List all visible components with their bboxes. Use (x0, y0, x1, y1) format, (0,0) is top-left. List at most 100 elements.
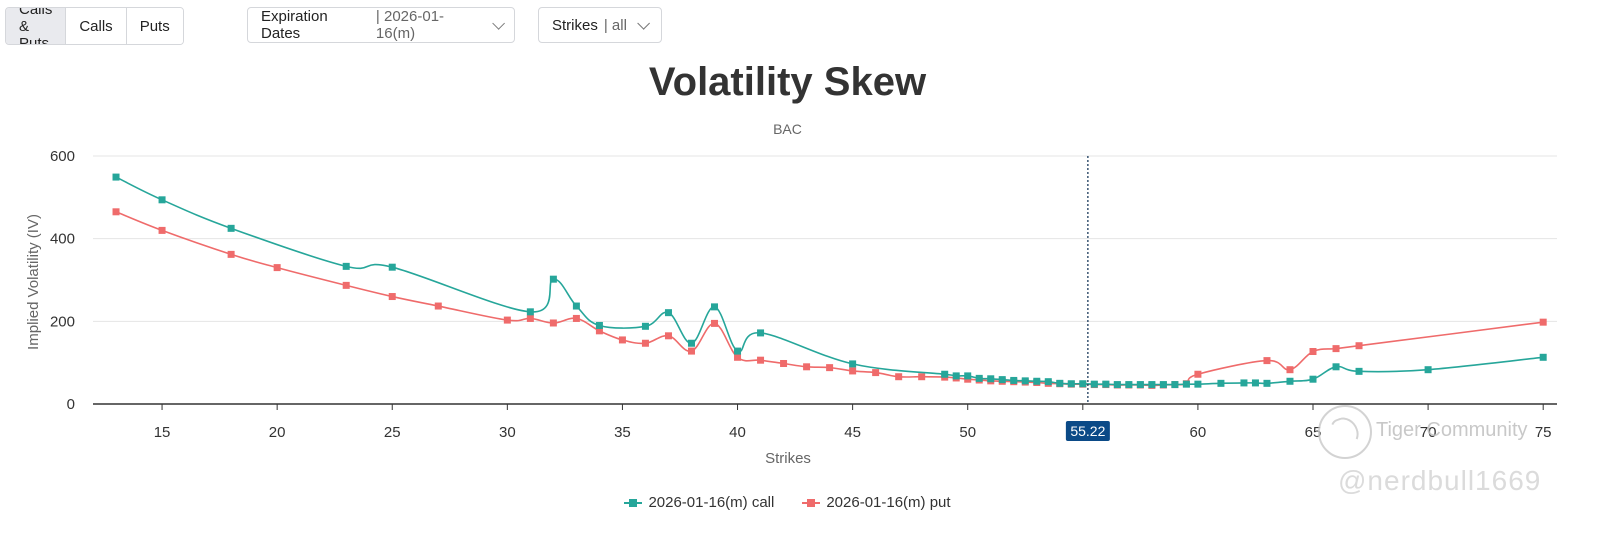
data-point-call (1113, 381, 1121, 389)
x-tick-label: 75 (1535, 424, 1552, 441)
data-point-call (941, 370, 949, 378)
legend-put-symbol (802, 498, 821, 508)
data-point-call (1021, 377, 1029, 385)
x-tick-label: 60 (1190, 424, 1207, 441)
data-point-call (664, 309, 672, 317)
y-tick-label: 600 (50, 148, 75, 165)
data-point-put (434, 302, 442, 310)
tab-calls[interactable]: Calls (66, 8, 127, 44)
data-point-call (998, 376, 1006, 384)
x-tick-label: 35 (614, 424, 631, 441)
legend-call-symbol (624, 498, 643, 508)
tiger-logo-icon (1318, 405, 1372, 459)
data-point-call (1010, 376, 1018, 384)
data-point-call (1125, 381, 1133, 389)
data-point-call (595, 321, 603, 329)
data-point-put (826, 364, 834, 372)
data-point-call (342, 262, 350, 270)
legend-item-put[interactable]: 2026-01-16(m) put (802, 494, 951, 511)
data-point-put (849, 367, 857, 375)
data-point-put (895, 373, 903, 381)
y-tick-label: 200 (50, 313, 75, 330)
data-point-call (1056, 379, 1064, 387)
current-price-badge (1065, 421, 1110, 441)
data-point-call (1079, 380, 1087, 388)
data-point-put (918, 373, 926, 381)
strikes-value: | all (603, 16, 627, 34)
data-point-call (964, 372, 972, 380)
data-point-call (687, 339, 695, 347)
data-point-call (572, 302, 580, 310)
data-point-put (734, 353, 742, 361)
x-tick-label: 20 (269, 424, 286, 441)
data-point-call (1102, 380, 1110, 388)
legend-item-call[interactable]: 2026-01-16(m) call (624, 494, 774, 511)
data-point-put (572, 314, 580, 322)
data-point-call (526, 308, 534, 316)
chart-subtitle: BAC (773, 121, 802, 137)
data-point-put (711, 319, 719, 327)
x-axis-title: Strikes (765, 450, 811, 467)
data-point-call (641, 322, 649, 330)
data-point-put (803, 363, 811, 371)
data-point-call (1067, 380, 1075, 388)
data-point-call (1171, 381, 1179, 389)
data-point-put (595, 327, 603, 335)
data-point-put (503, 316, 511, 324)
x-tick-label: 45 (844, 424, 861, 441)
data-point-put (872, 369, 880, 377)
x-tick-label: 15 (154, 424, 171, 441)
data-point-call (549, 275, 557, 283)
data-point-call (1332, 363, 1340, 371)
data-point-call (158, 196, 166, 204)
data-point-put (780, 359, 788, 367)
data-point-call (1033, 377, 1041, 385)
data-point-call (1194, 380, 1202, 388)
data-point-put (342, 281, 350, 289)
data-point-call (711, 303, 719, 311)
tab-calls-and-puts[interactable]: Calls & Puts (6, 8, 67, 44)
tab-puts[interactable]: Puts (126, 8, 183, 44)
data-point-call (1424, 366, 1432, 374)
expiration-dates-dropdown[interactable]: Expiration Dates | 2026-01-16(m) (247, 7, 515, 43)
data-point-put (388, 293, 396, 301)
data-point-call (849, 360, 857, 368)
data-point-call (1355, 367, 1363, 375)
data-point-put (112, 208, 120, 216)
data-point-call (975, 374, 983, 382)
data-point-call (1044, 378, 1052, 386)
data-point-put (664, 332, 672, 340)
expiration-dates-label: Expiration Dates (261, 8, 328, 42)
strikes-label: Strikes (552, 16, 598, 34)
strikes-dropdown[interactable]: Strikes | all (538, 7, 662, 43)
legend-call-label: 2026-01-16(m) call (648, 494, 775, 511)
x-tick-label: 40 (729, 424, 746, 441)
data-point-put (158, 226, 166, 234)
data-point-put (1286, 366, 1294, 374)
watermark: Tiger Community @nerdbull1669 (1318, 403, 1615, 513)
x-tick-label: 70 (1420, 424, 1437, 441)
data-point-call (952, 372, 960, 380)
data-point-call (1090, 380, 1098, 388)
data-point-call (757, 329, 765, 337)
series-line-put (115, 211, 1544, 387)
data-point-call (734, 347, 742, 355)
data-point-put (1309, 348, 1317, 356)
data-point-put (618, 336, 626, 344)
y-axis-title: Implied Volatility (IV) (25, 214, 42, 350)
data-point-put (1539, 318, 1547, 326)
watermark-brand: Tiger Community (1376, 419, 1528, 441)
data-point-put (273, 264, 281, 272)
data-point-put (641, 339, 649, 347)
data-point-put (687, 347, 695, 355)
data-point-put (1332, 345, 1340, 353)
data-point-call (1240, 379, 1248, 387)
data-point-call (987, 375, 995, 383)
data-point-put (227, 250, 235, 258)
x-tick-label: 50 (959, 424, 976, 441)
data-point-call (1136, 381, 1144, 389)
data-point-put (1263, 357, 1271, 365)
data-point-call (1217, 379, 1225, 387)
y-tick-label: 0 (67, 396, 75, 413)
